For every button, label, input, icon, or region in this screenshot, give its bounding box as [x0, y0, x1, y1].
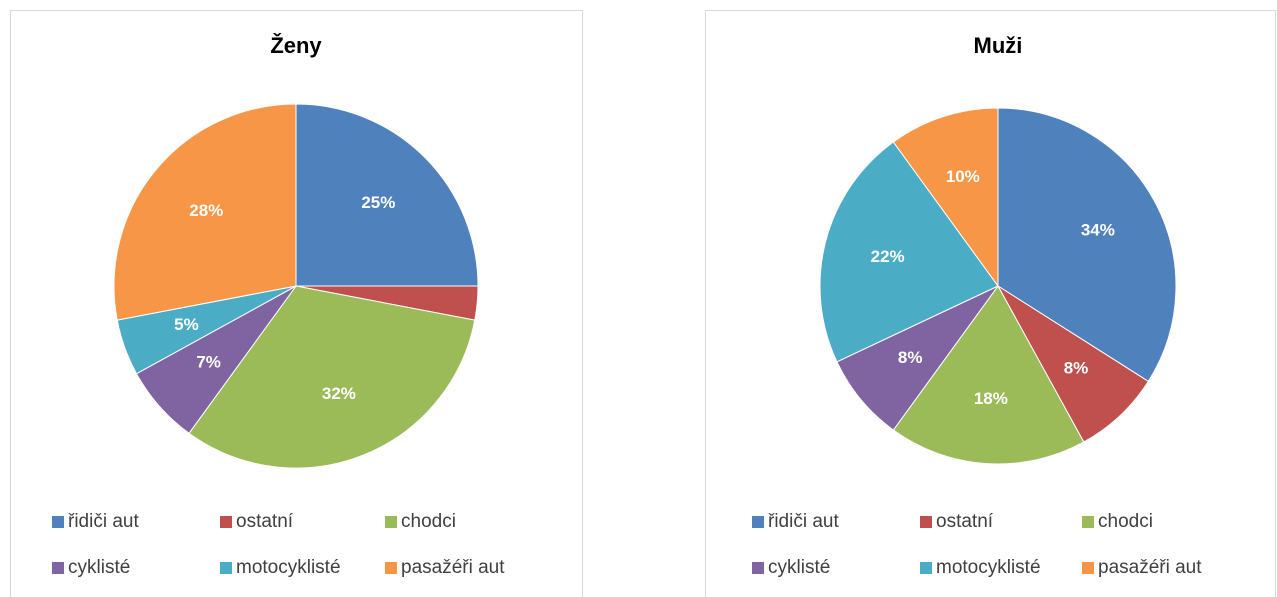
pie-slice	[295, 103, 479, 287]
legend-label: cyklisté	[68, 557, 130, 578]
pie-slice	[836, 285, 999, 431]
legend-swatch	[920, 516, 932, 528]
legend-swatch	[220, 516, 232, 528]
chart-title: Muži	[974, 33, 1023, 58]
legend-label: pasažéři aut	[1098, 557, 1202, 578]
chart-title: Ženy	[270, 33, 322, 58]
data-label: 5%	[174, 315, 199, 334]
legend-swatch	[1082, 562, 1094, 574]
pie-slice	[188, 285, 476, 469]
legend-label: chodci	[1098, 511, 1153, 532]
legend-swatch	[752, 516, 764, 528]
legend-swatch	[385, 562, 397, 574]
legend-label: motocyklisté	[936, 557, 1041, 578]
data-label: 28%	[189, 201, 223, 220]
pie-slice	[892, 107, 999, 288]
legend-label: motocyklisté	[236, 557, 341, 578]
data-label: 10%	[946, 167, 980, 186]
data-label: 7%	[196, 353, 221, 372]
data-label: 8%	[1064, 359, 1089, 378]
legend-swatch	[52, 562, 64, 574]
legend-label: cyklisté	[768, 557, 830, 578]
pie-slice	[997, 285, 1149, 443]
legend-swatch	[52, 516, 64, 528]
legend-swatch	[752, 562, 764, 574]
data-label: 22%	[871, 247, 905, 266]
data-label: 8%	[898, 348, 923, 367]
legend-label: řidiči aut	[768, 511, 839, 532]
data-label: 34%	[1081, 221, 1115, 240]
pie-slice	[997, 107, 1177, 383]
pie-slice	[113, 103, 297, 321]
legend-swatch	[920, 562, 932, 574]
data-label: 18%	[974, 389, 1008, 408]
legend-label: ostatní	[936, 511, 994, 532]
pie-slice	[819, 141, 999, 363]
legend-label: ostatní	[236, 511, 294, 532]
data-label: 32%	[322, 384, 356, 403]
legend-swatch	[1082, 516, 1094, 528]
pie-slice	[892, 285, 1085, 465]
legend-swatch	[220, 562, 232, 574]
legend-swatch	[385, 516, 397, 528]
data-label: 3%	[487, 295, 512, 314]
legend-label: řidiči aut	[68, 511, 139, 532]
legend-label: chodci	[401, 511, 456, 532]
legend-label: pasažéři aut	[401, 557, 505, 578]
data-label: 25%	[361, 193, 395, 212]
